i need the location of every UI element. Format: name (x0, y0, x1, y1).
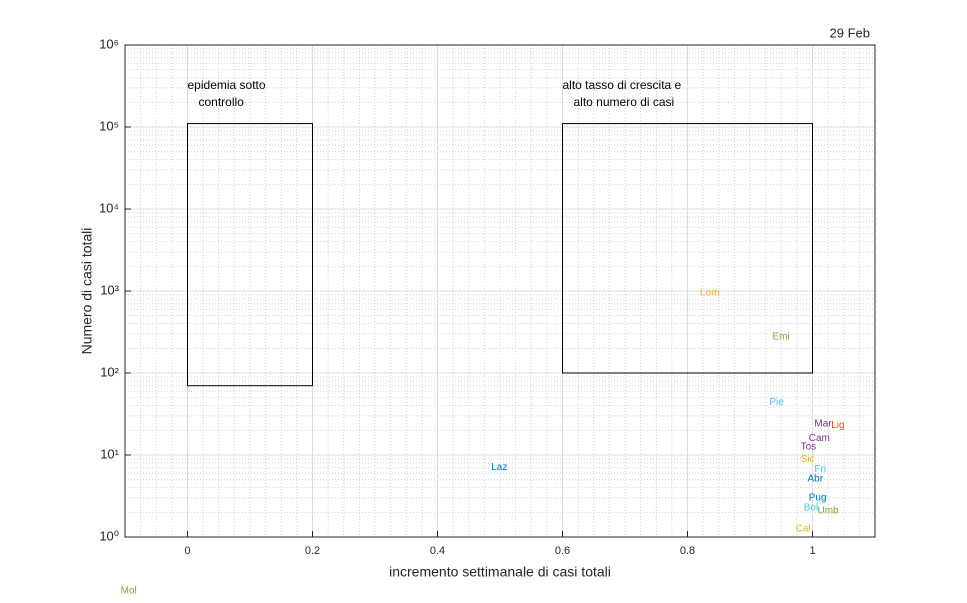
y-tick-label: 10⁵ (99, 118, 119, 133)
y-tick-label: 10⁴ (99, 200, 119, 215)
point-label: Umb (818, 506, 840, 517)
point-label: Sic (801, 454, 815, 465)
point-label: Bol (804, 503, 818, 514)
region-label: epidemia sotto (188, 78, 266, 92)
region-label: alto numero di casi (574, 95, 675, 109)
x-tick-label: 0.8 (680, 545, 695, 557)
region-label: controllo (199, 95, 245, 109)
x-tick-label: 0 (184, 545, 190, 557)
point-label: Mar (814, 418, 832, 429)
point-label: Tos (801, 442, 817, 453)
point-label: Pie (769, 397, 784, 408)
x-tick-label: 0.2 (305, 545, 320, 557)
y-axis-label: Numero di casi totali (79, 228, 95, 355)
region-label: alto tasso di crescita e (563, 78, 682, 92)
x-tick-label: 0.4 (430, 545, 445, 557)
point-label: Pug (809, 493, 827, 504)
point-label: Cal (796, 524, 811, 535)
point-label: Lig (831, 420, 844, 431)
x-tick-label: 0.6 (555, 545, 570, 557)
point-label: Lom (700, 287, 719, 298)
region-box (187, 123, 313, 387)
point-label: Cam (809, 433, 830, 444)
x-axis-label: incremento settimanale di casi totali (389, 564, 611, 580)
point-label: Abr (808, 474, 824, 485)
point-label: Laz (491, 462, 507, 473)
point-label: Fri (814, 464, 826, 475)
point-label: Mol (121, 586, 137, 597)
y-tick-label: 10² (100, 364, 119, 379)
plot-frame (124, 44, 876, 538)
point-label: Emi (773, 332, 790, 343)
region-box (562, 123, 813, 374)
y-tick-label: 10¹ (100, 446, 119, 461)
y-tick-label: 10⁶ (99, 36, 119, 51)
date-label: 29 Feb (830, 25, 870, 40)
x-tick-label: 1 (809, 545, 815, 557)
y-tick-label: 10⁰ (99, 528, 119, 543)
y-tick-label: 10³ (100, 282, 119, 297)
